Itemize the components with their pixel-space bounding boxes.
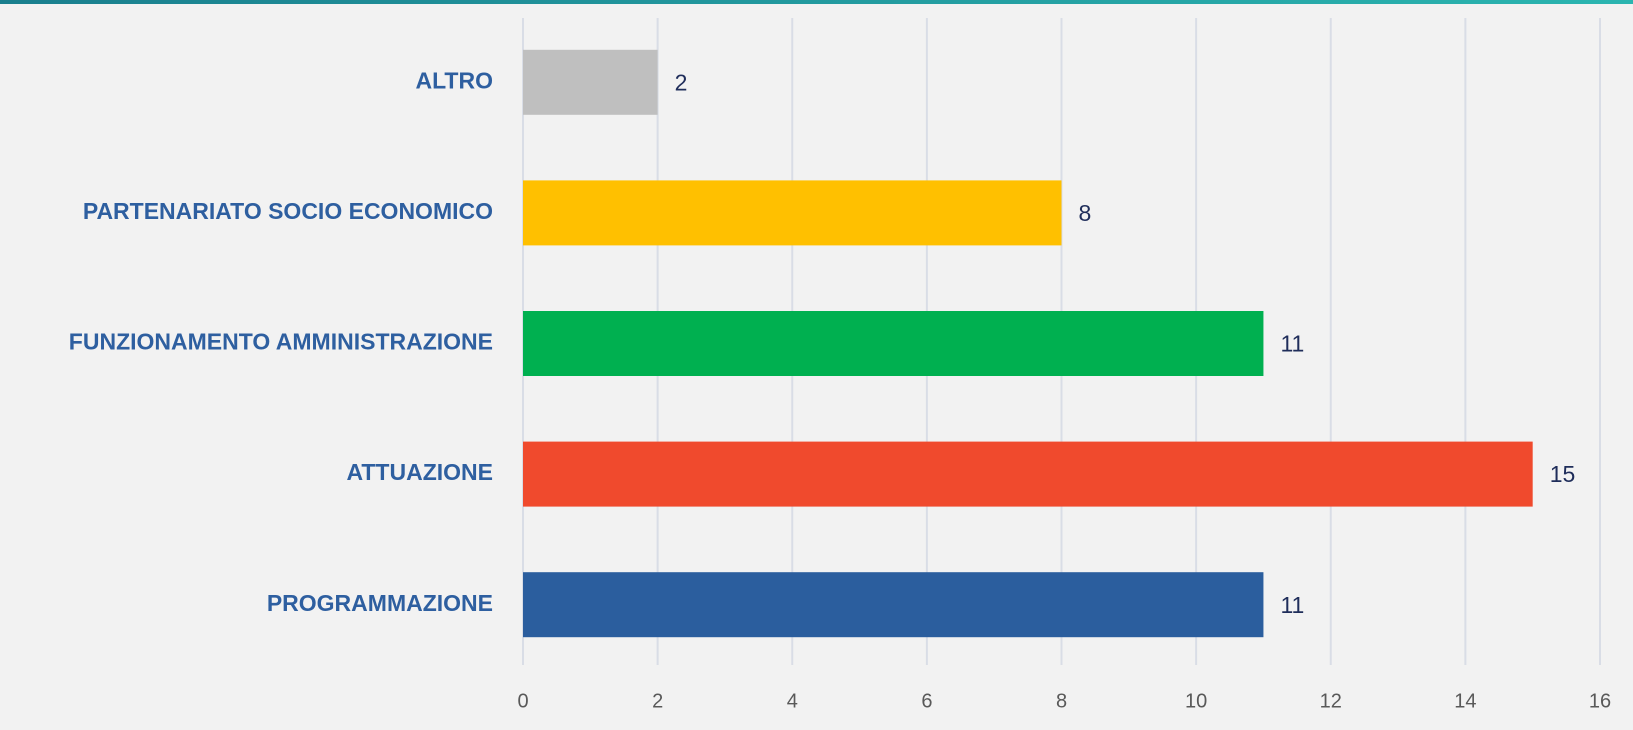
bar (523, 311, 1264, 376)
value-label: 11 (1280, 331, 1304, 357)
value-label: 8 (1079, 200, 1092, 226)
category-label: FUNZIONAMENTO AMMINISTRAZIONE (69, 329, 493, 355)
x-tick-label: 12 (1320, 690, 1342, 712)
bar (523, 49, 658, 115)
marks: ALTRO 2 PARTENARIATO SOCIO ECONOMICO 8 FUNZI… (69, 49, 1576, 638)
category-label: PROGRAMMAZIONE (267, 590, 493, 616)
bar (523, 180, 1062, 246)
x-tick-label: 14 (1454, 690, 1476, 712)
value-label: 11 (1280, 592, 1304, 618)
value-label: 15 (1550, 461, 1576, 487)
category-label: ALTRO (415, 67, 493, 93)
x-tick-label: 8 (1056, 690, 1067, 712)
x-tick-label: 0 (517, 690, 528, 712)
x-tick-label: 10 (1185, 690, 1207, 712)
x-tick-label: 4 (787, 690, 798, 712)
x-tick-label: 2 (652, 690, 663, 712)
x-tick-label: 16 (1589, 690, 1611, 712)
category-label: PARTENARIATO SOCIO ECONOMICO (83, 198, 493, 224)
bar (523, 441, 1533, 507)
category-label: ATTUAZIONE (346, 459, 493, 485)
top-border (0, 0, 1633, 4)
bar (523, 572, 1264, 638)
x-tick-label: 6 (921, 690, 932, 712)
value-label: 2 (675, 69, 688, 95)
